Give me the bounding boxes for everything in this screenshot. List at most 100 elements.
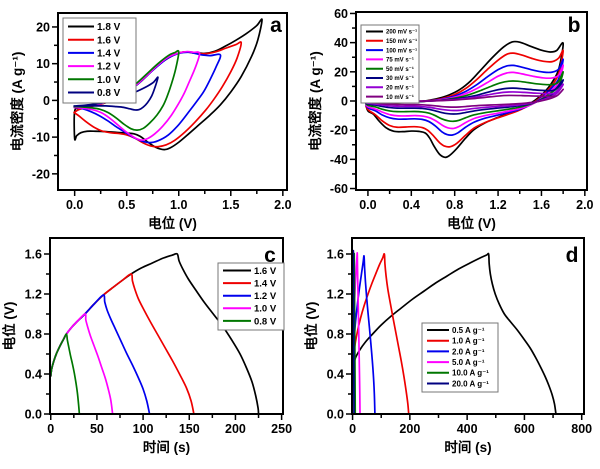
y-tick-label: 40 [334,36,348,50]
legend-label: 2.0 A g⁻¹ [452,347,485,356]
x-tick-label: 1.6 [533,198,550,212]
y-tick-label: -60 [330,182,348,196]
x-tick-label: 0 [47,422,54,436]
legend-label: 1.4 V [97,49,121,60]
x-tick-label: 0.4 [403,198,420,212]
legend-box [421,322,499,393]
x-tick-label: 200 [399,422,420,436]
y-tick-label: -40 [330,153,348,167]
series-b-7 [364,88,564,108]
y-tick-label: 60 [334,7,348,21]
legend: 200 mV s⁻¹ 150 mV s⁻¹ 100 mV s⁻¹ 75 mV s⁻¹ 5… [360,24,420,104]
y-tick-label: -20 [330,124,348,138]
y-axis-label: 电位 (V) [1,302,17,351]
x-tick-label: 0.8 [446,198,463,212]
y-tick-label: 0.8 [327,328,344,342]
y-axis-label: 电位 (V) [303,302,319,351]
legend: 1.6 V 1.4 V1.2 V 1.0 V0.8 V [217,262,285,331]
x-tick-label: 0.0 [359,198,376,212]
y-tick-label: 0.4 [25,368,42,382]
panel-d-chart: 0 200 400 600 800 0.0 0.4 0.8 1.2 1.6 时间 (s) 电位 (V)… [303,237,592,455]
x-tick-label: 250 [271,422,292,436]
ticks-group [350,12,586,196]
legend-label: 50 mV s⁻¹ [386,66,414,73]
x-tick-label: 2.0 [274,198,291,212]
y-tick-label: -10 [32,131,50,145]
curves-group [364,40,564,159]
legend-label: 10.0 A g⁻¹ [452,369,489,378]
legend-label: 1.6 V [254,266,277,277]
y-tick-label: 1.6 [25,248,42,262]
curves-group [352,249,557,414]
y-tick-label: 0.8 [25,328,42,342]
x-axis-label: 电位 (V) [148,215,197,231]
legend-label: 20 mV s⁻¹ [386,84,414,91]
series-d-0 [352,252,557,414]
y-tick-label: 20 [36,20,50,34]
ticks-group [52,26,284,196]
panel-a-chart: 0.0 0.5 1.0 1.5 2.0 -20 -10 0 10 20 电位 (V) 电流密度 (A … [9,12,292,231]
y-tick-label: 0.0 [25,408,42,422]
y-tick-label: 0.0 [327,408,344,422]
series-b-4 [365,70,564,123]
y-axis-label: 电流密度 (A g⁻¹) [307,51,323,151]
series-d-2 [352,254,376,414]
y-tick-label: 0 [341,95,348,109]
x-tick-label: 0 [349,422,356,436]
legend-label: 75 mV s⁻¹ [386,57,414,64]
legend: 0.5 A g⁻¹ 1.0 A g⁻¹2.0 A g⁻¹ 5.0 A g⁻¹ 10.0… [421,322,499,393]
ticks-group [44,253,283,420]
x-axis-label: 时间 (s) [444,439,491,455]
ticks-group [346,253,583,420]
legend-label: 1.2 V [97,62,121,73]
legend-label: 20.0 A g⁻¹ [452,379,489,388]
y-tick-label: 10 [36,57,50,71]
y-tick-label: -20 [32,167,50,181]
legend-label: 1.0 V [97,75,121,86]
x-tick-label: 0.5 [118,198,135,212]
y-tick-label: 20 [334,65,348,79]
y-tick-label: 0 [43,94,50,108]
legend-label: 0.8 V [254,316,277,327]
y-axis-label: 电流密度 (A g⁻¹) [9,52,25,152]
legend-label: 1.0 V [254,304,277,315]
legend-label: 1.6 V [97,35,121,46]
series-b-5 [364,78,564,115]
x-tick-label: 50 [90,422,104,436]
x-tick-label: 0.0 [66,198,83,212]
legend-label: 1.2 V [254,291,277,302]
legend-label: 0.8 V [97,88,121,99]
y-tick-label: 1.2 [25,288,42,302]
panel-letter: d [566,244,579,267]
series-c-4 [50,333,81,414]
x-axis-label: 时间 (s) [143,439,190,455]
x-tick-label: 800 [571,422,592,436]
series-d-1 [352,252,410,414]
y-tick-label: 1.6 [327,248,344,262]
x-tick-label: 1.2 [489,198,506,212]
y-tick-label: 0.4 [327,368,344,382]
curves-group [50,252,260,414]
panel-letter: c [264,244,276,267]
x-tick-label: 200 [225,422,246,436]
axis-frame [57,12,288,191]
legend-label: 10 mV s⁻¹ [386,94,414,101]
legend-label: 200 mV s⁻¹ [386,29,417,36]
x-tick-label: 2.0 [576,198,593,212]
x-tick-label: 1.0 [170,198,187,212]
panel-letter: b [568,14,581,37]
axis-frame [351,237,585,415]
panel-letter: a [270,14,282,37]
legend: 1.8 V 1.6 V 1.4 V 1.2 V 1.0 V 0.8 V [62,17,137,104]
panel-c-chart: 0 50 100 150 200 250 0.0 0.4 0.8 1.2 1.6 时间 (s) 电位 (… [1,237,292,455]
legend-label: 0.5 A g⁻¹ [452,326,485,335]
x-tick-label: 1.5 [222,198,239,212]
legend-box [360,24,420,104]
x-tick-label: 100 [133,422,154,436]
legend-label: 5.0 A g⁻¹ [452,358,485,367]
legend-label: 1.4 V [254,279,277,290]
legend-label: 1.0 A g⁻¹ [452,337,485,346]
y-tick-label: 1.2 [327,288,344,302]
